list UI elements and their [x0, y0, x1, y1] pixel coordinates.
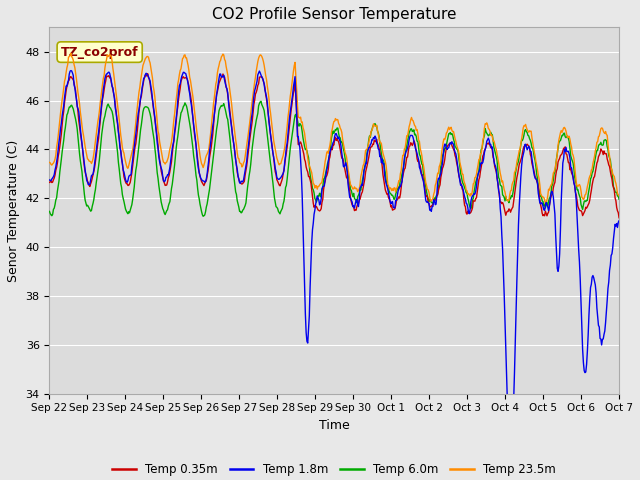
Legend: Temp 0.35m, Temp 1.8m, Temp 6.0m, Temp 23.5m: Temp 0.35m, Temp 1.8m, Temp 6.0m, Temp 2…: [108, 458, 561, 480]
Y-axis label: Senor Temperature (C): Senor Temperature (C): [7, 139, 20, 282]
Text: TZ_co2prof: TZ_co2prof: [61, 46, 138, 59]
Title: CO2 Profile Sensor Temperature: CO2 Profile Sensor Temperature: [212, 7, 456, 22]
X-axis label: Time: Time: [319, 419, 349, 432]
